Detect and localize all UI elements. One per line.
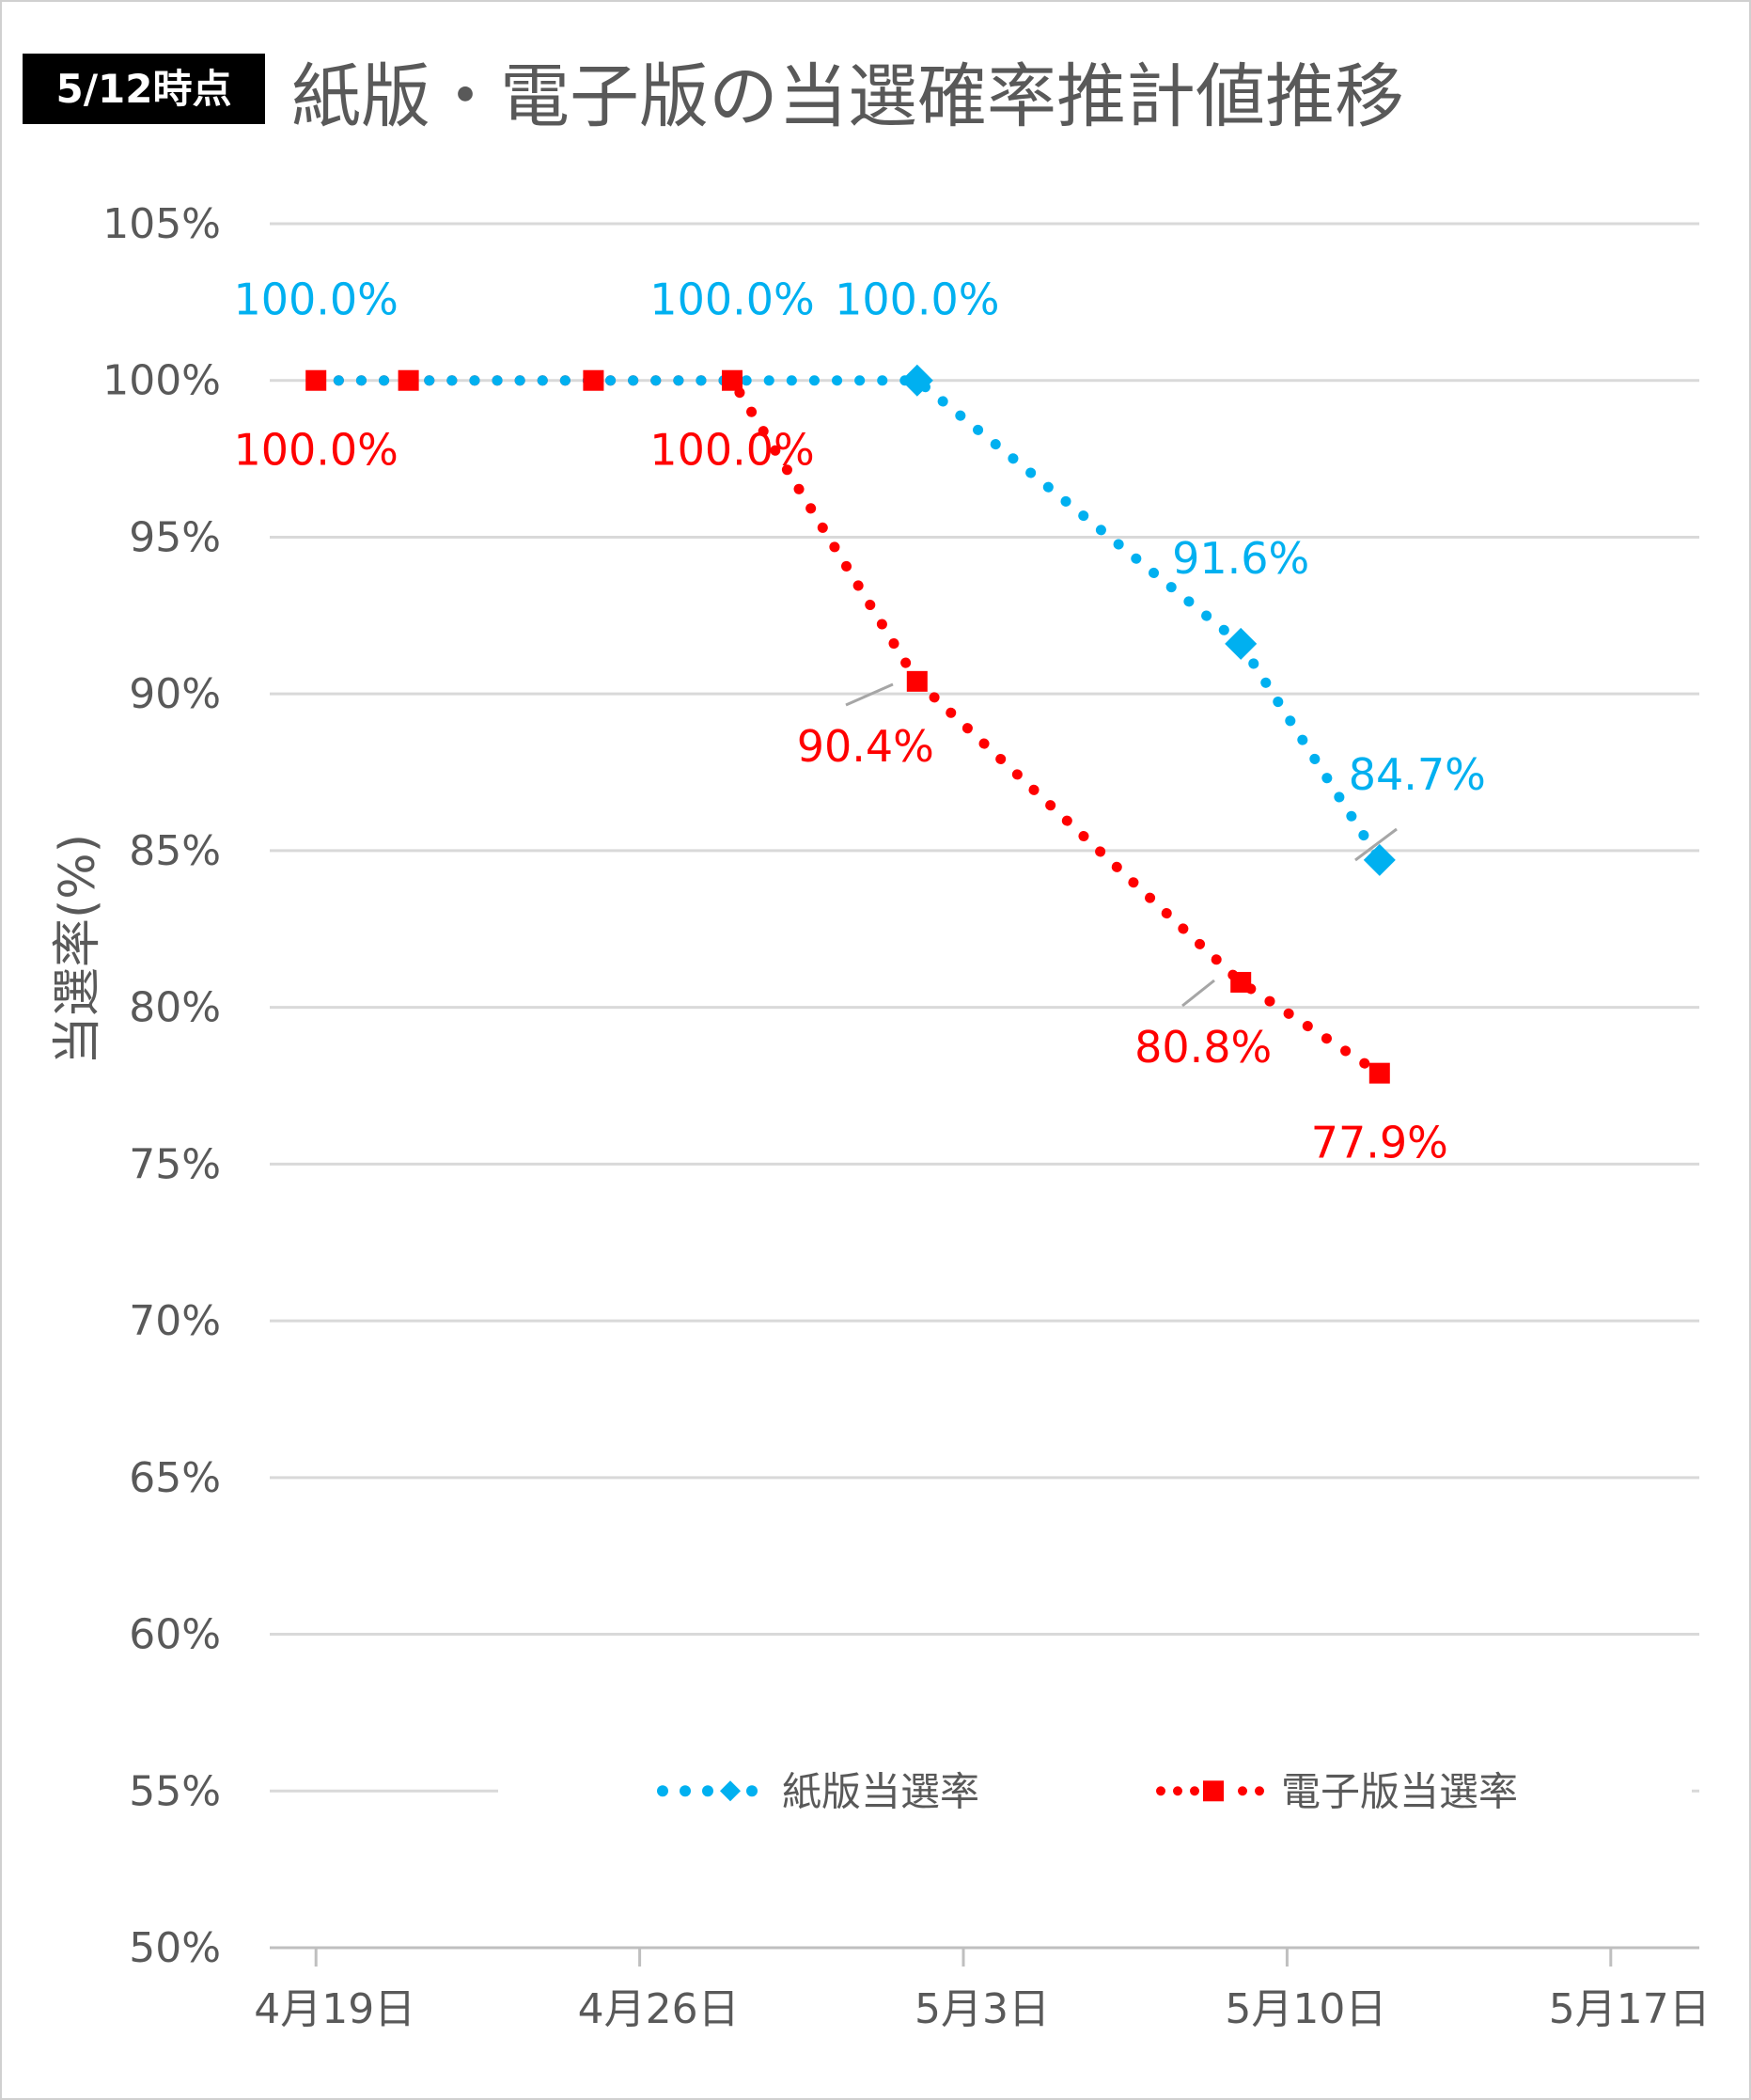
legend: 紙版当選率 電子版当選率 [498, 1758, 1692, 1825]
y-tick-label: 65% [129, 1454, 221, 1502]
data-point-diamond [1225, 627, 1258, 660]
legend-dot [1255, 1786, 1264, 1796]
x-tick-label: 4月26日 [578, 1985, 740, 2033]
legend-dot [657, 1785, 668, 1797]
data-point-square [906, 670, 928, 692]
x-tick-label: 5月10日 [1225, 1985, 1386, 2033]
data-point-square [1230, 971, 1252, 993]
chart-title: 紙版・電子版の当選確率推計値推移 [291, 56, 1404, 137]
series-line-paper [310, 375, 1385, 866]
data-point-square [583, 369, 604, 391]
x-tick-label: 5月3日 [915, 1985, 1050, 2033]
legend-dot [746, 1785, 758, 1797]
data-label: 100.0% [233, 425, 398, 476]
series-layer [305, 364, 1396, 1084]
data-label: 77.9% [1311, 1118, 1448, 1168]
legend-label-paper: 紙版当選率 [782, 1768, 979, 1814]
legend-marker-diamond [720, 1780, 741, 1802]
data-label: 90.4% [797, 721, 934, 772]
y-tick-label: 100% [102, 357, 221, 405]
legend-dot [1173, 1786, 1182, 1796]
data-label: 91.6% [1172, 533, 1309, 584]
legend-marker-square [1203, 1780, 1224, 1802]
data-label: 100.0% [835, 274, 999, 325]
data-label: 100.0% [649, 425, 814, 476]
legend-label-digital: 電子版当選率 [1281, 1768, 1518, 1814]
y-tick-label: 85% [129, 827, 221, 875]
data-point-square [398, 369, 419, 391]
legend-background [498, 1758, 1692, 1825]
y-tick-label: 50% [129, 1924, 221, 1972]
legend-dot [1238, 1786, 1247, 1796]
y-tick-label: 55% [129, 1767, 221, 1815]
x-tick-label: 5月17日 [1549, 1985, 1711, 2033]
y-tick-label: 90% [129, 670, 221, 718]
axes: 50% 55% 60% 65% 70% 75% 80% 85% 90% 95% 100% 105% 4月… [102, 200, 1711, 2033]
data-label: 100.0% [649, 274, 814, 325]
y-tick-label: 75% [129, 1140, 221, 1188]
y-axis-label: 当選率(%) [50, 834, 106, 1065]
data-labels: 100.0% 100.0% 100.0% 91.6% 84.7% 100.0% 100.0%… [233, 274, 1485, 1168]
legend-dot [1156, 1786, 1165, 1796]
data-label: 100.0% [233, 274, 398, 325]
legend-dot [680, 1785, 691, 1797]
gridlines [270, 222, 1699, 1793]
date-badge: 5/12時点 [23, 54, 265, 124]
y-tick-label: 95% [129, 513, 221, 561]
leader-line [1354, 827, 1398, 862]
leader-line [1181, 979, 1215, 1008]
legend-dot [1190, 1786, 1199, 1796]
data-point-square [722, 369, 743, 391]
y-tick-label: 105% [102, 200, 221, 248]
leader-line [845, 682, 894, 707]
y-tick-label: 70% [129, 1297, 221, 1345]
x-tick-label: 4月19日 [254, 1985, 415, 2033]
data-label: 84.7% [1349, 749, 1486, 800]
data-point-diamond [1363, 843, 1396, 876]
y-tick-label: 60% [129, 1611, 221, 1659]
data-label: 80.8% [1134, 1022, 1272, 1073]
data-point-diamond [900, 364, 933, 397]
legend-dot [702, 1785, 713, 1797]
data-point-square [305, 369, 327, 391]
y-tick-label: 80% [129, 984, 221, 1032]
data-point-square [1368, 1062, 1390, 1084]
